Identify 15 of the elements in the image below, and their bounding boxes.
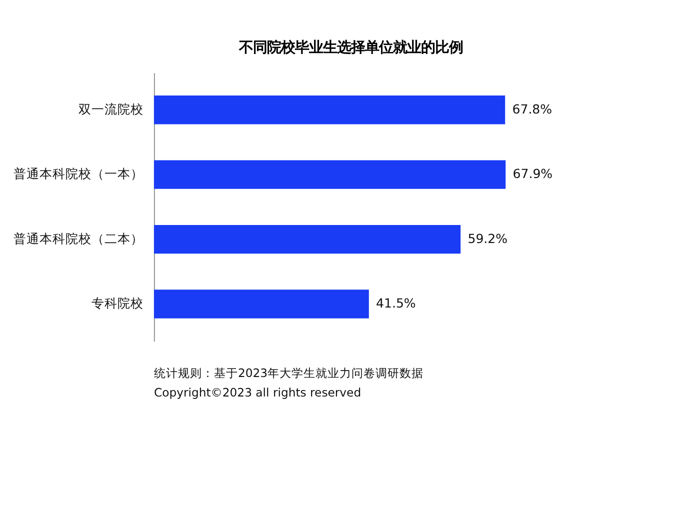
y-tick-label: 双一流院校 bbox=[78, 101, 144, 116]
data-label: 67.8% bbox=[512, 101, 552, 116]
bar bbox=[154, 224, 461, 254]
bar bbox=[154, 160, 506, 189]
text: Copyright©2023 all rights reserved bbox=[154, 386, 362, 400]
y-tick-label: 普通本科院校（一本） bbox=[14, 166, 144, 182]
y-tick-label: 普通本科院校（二本） bbox=[14, 230, 144, 246]
bar bbox=[154, 96, 506, 124]
bar bbox=[154, 290, 369, 318]
data-label: 67.9% bbox=[512, 166, 553, 182]
text: 统计规则：基于2023年大学生就业力问卷调研数据 bbox=[154, 366, 424, 380]
data-label: 59.2% bbox=[468, 230, 508, 246]
chart-title: 不同院校毕业生选择单位就业的比例 bbox=[238, 39, 463, 56]
y-tick-label: 专科院校 bbox=[92, 296, 144, 311]
data-label: 41.5% bbox=[376, 296, 416, 311]
